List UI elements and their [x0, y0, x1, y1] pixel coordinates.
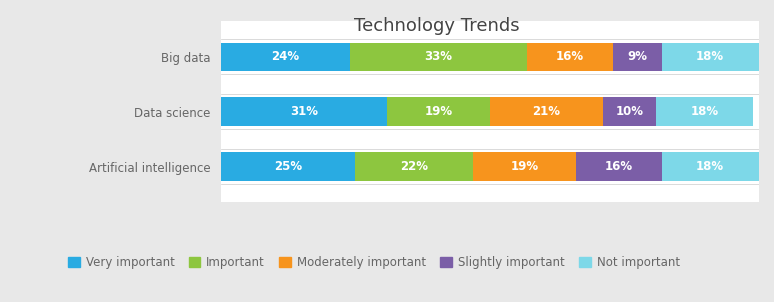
Bar	[662, 43, 759, 71]
Bar	[474, 153, 576, 181]
Text: 33%: 33%	[424, 50, 453, 63]
Bar	[221, 43, 350, 71]
Text: Technology Trends: Technology Trends	[354, 17, 520, 35]
Bar	[602, 98, 656, 126]
Bar	[350, 43, 527, 71]
Text: 18%: 18%	[696, 50, 724, 63]
Bar	[656, 98, 753, 126]
Bar	[490, 98, 602, 126]
Bar	[613, 43, 662, 71]
Text: 9%: 9%	[628, 50, 648, 63]
Bar	[576, 153, 662, 181]
Bar	[221, 98, 387, 126]
Bar	[387, 98, 490, 126]
Bar	[221, 153, 355, 181]
Text: 10%: 10%	[615, 105, 643, 118]
Text: 19%: 19%	[424, 105, 453, 118]
Bar	[662, 153, 759, 181]
Text: 25%: 25%	[274, 160, 302, 173]
Bar	[355, 153, 474, 181]
Bar	[527, 43, 613, 71]
Text: 18%: 18%	[690, 105, 719, 118]
Text: 21%: 21%	[532, 105, 560, 118]
Text: 22%: 22%	[400, 160, 428, 173]
Text: 16%: 16%	[604, 160, 632, 173]
Text: 16%: 16%	[557, 50, 584, 63]
Legend: Very important, Important, Moderately important, Slightly important, Not importa: Very important, Important, Moderately im…	[68, 256, 680, 269]
Text: 31%: 31%	[290, 105, 318, 118]
Text: 24%: 24%	[271, 50, 300, 63]
Text: 18%: 18%	[696, 160, 724, 173]
Text: 19%: 19%	[511, 160, 539, 173]
